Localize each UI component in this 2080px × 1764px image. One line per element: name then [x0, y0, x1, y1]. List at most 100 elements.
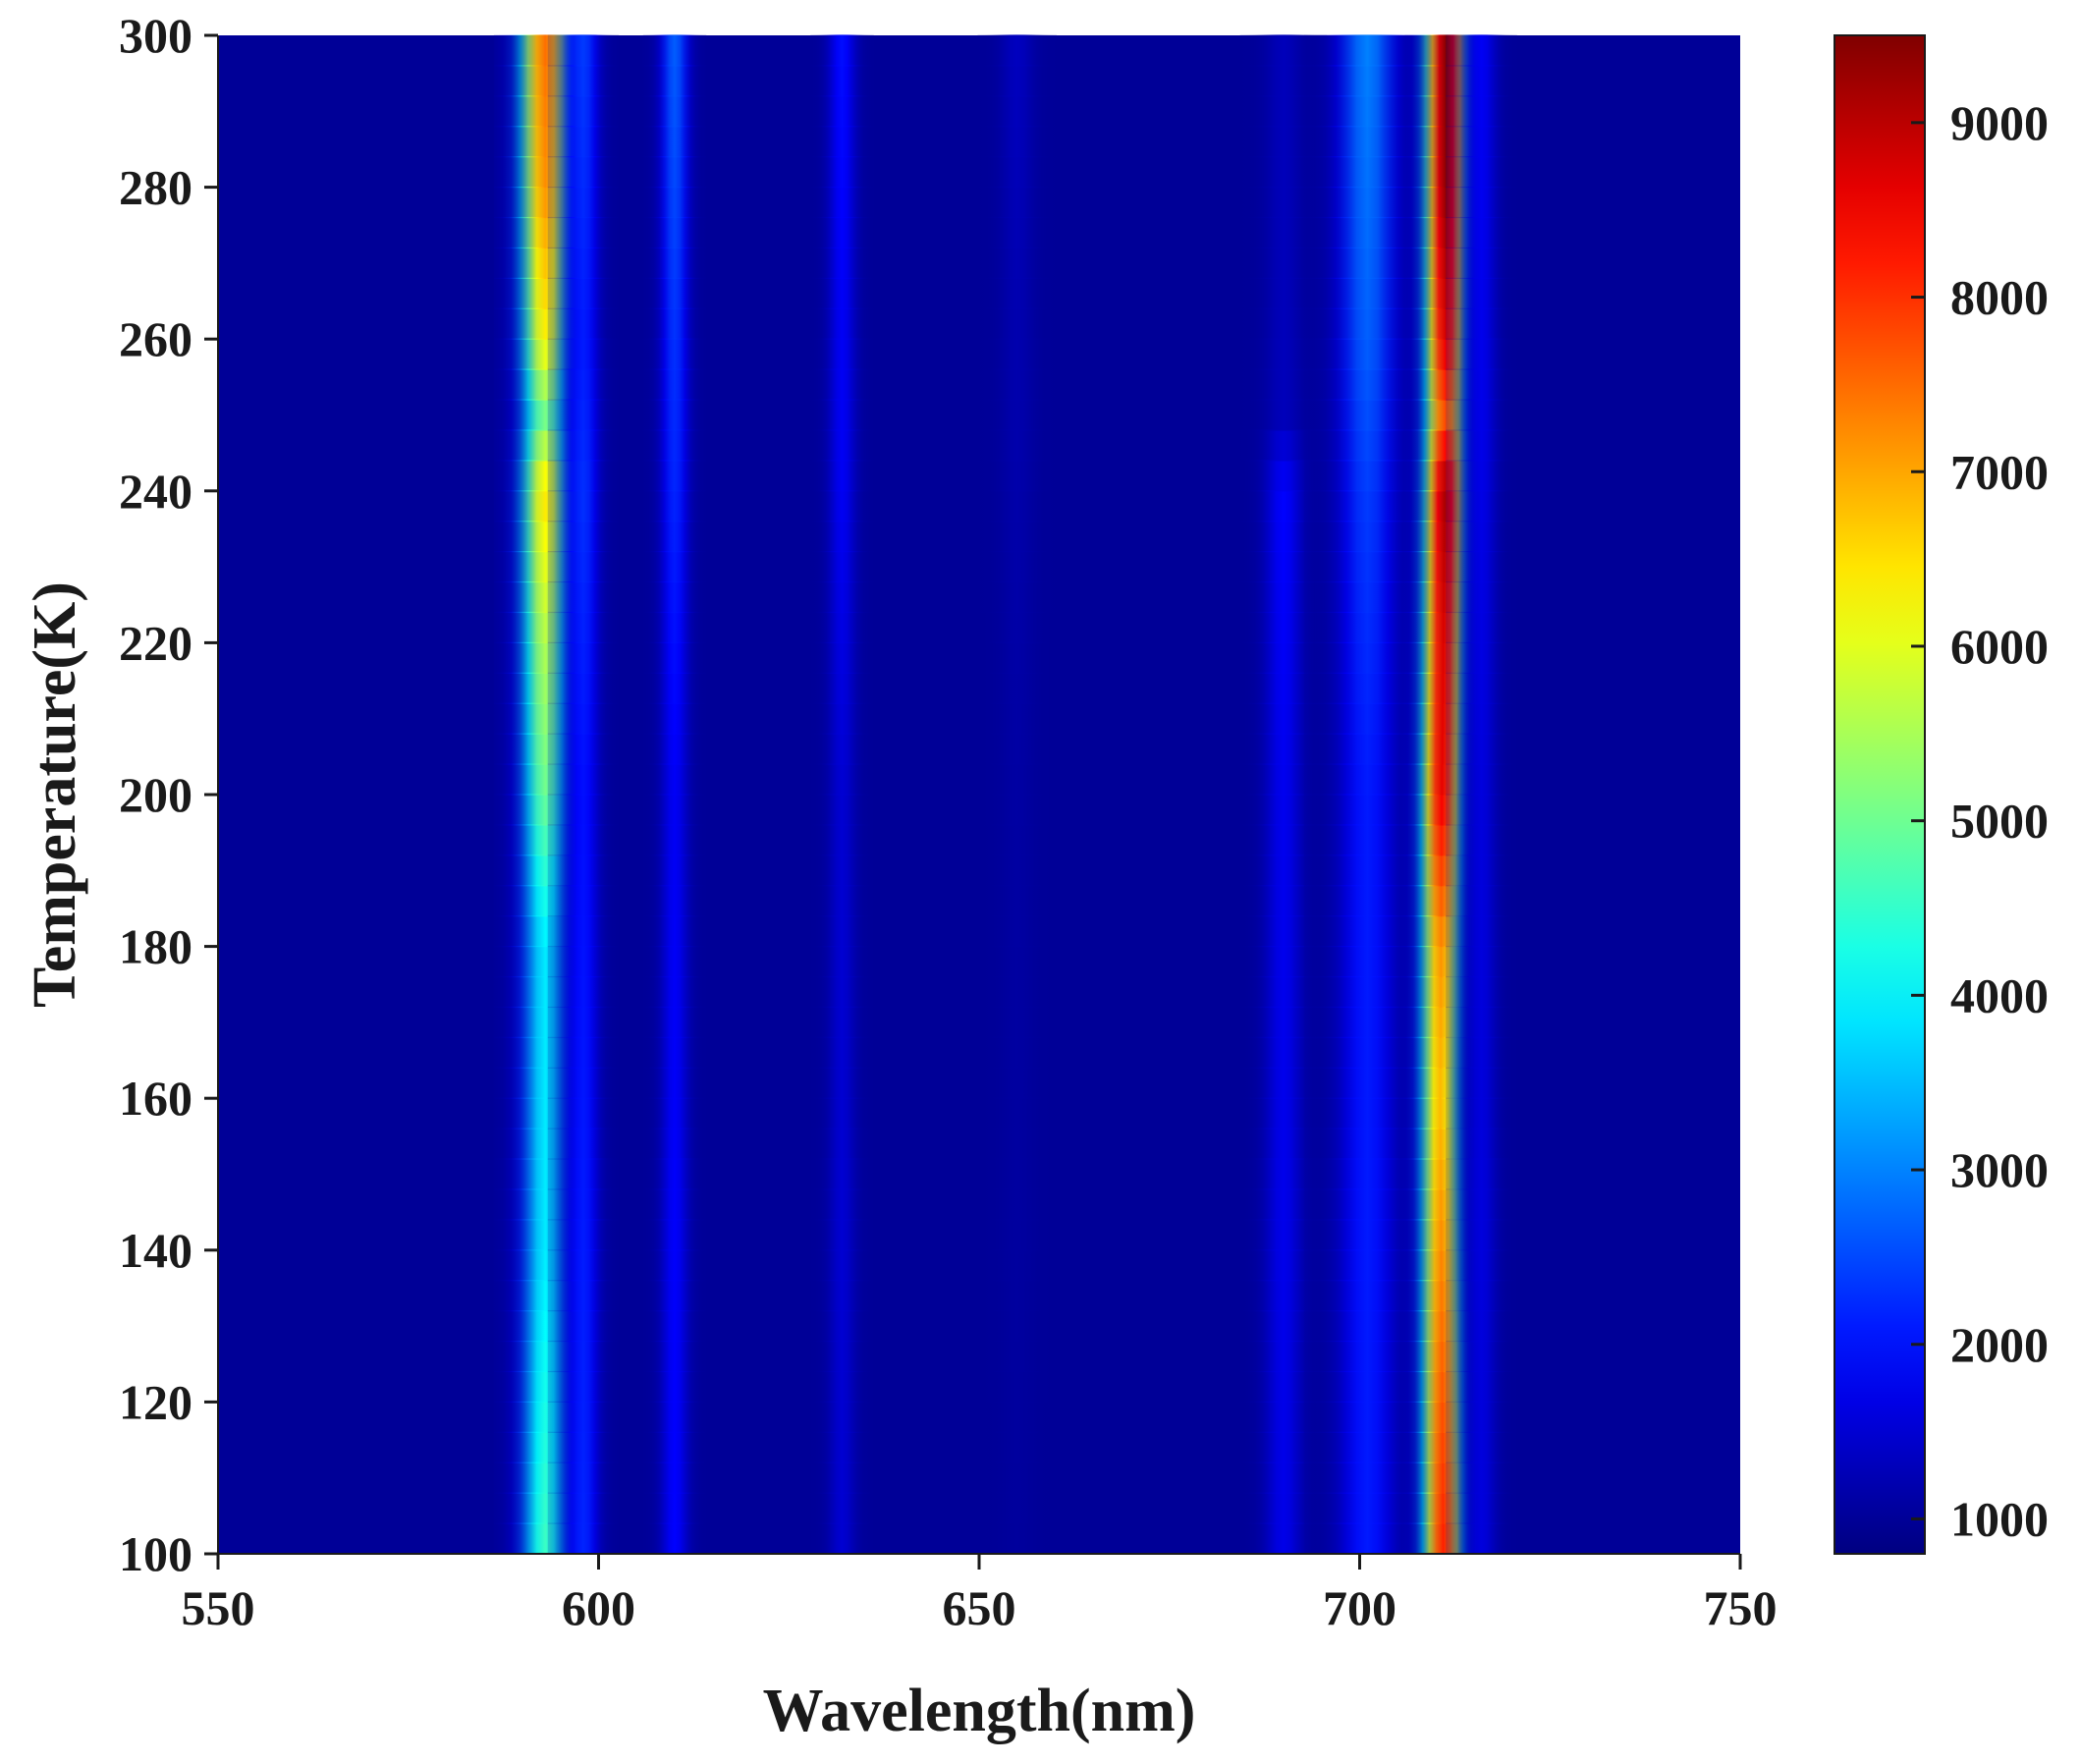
heatmap-cell: [642, 399, 707, 431]
heatmap-cell: [642, 1158, 707, 1190]
heatmap-cell: [642, 580, 707, 614]
heatmap-cell: [642, 1249, 707, 1282]
heatmap-cell: [547, 307, 620, 340]
heatmap-cell: [977, 247, 1058, 279]
y-tick-label: 140: [119, 1223, 192, 1278]
heatmap-cell: [642, 156, 707, 189]
heatmap-cell: [642, 763, 707, 796]
heatmap-cell: [547, 1036, 620, 1069]
heatmap-cell: [1446, 429, 1517, 462]
heatmap-cell: [642, 1522, 707, 1555]
heatmap-cell: [1446, 1219, 1517, 1251]
heatmap-cell: [642, 1492, 707, 1524]
heatmap-cell: [1446, 1370, 1517, 1403]
heatmap-cell: [642, 1310, 707, 1343]
heatmap-cell: [1446, 1097, 1517, 1130]
heatmap-cell: [1446, 95, 1517, 128]
heatmap-cell: [977, 1280, 1058, 1312]
y-tick-label: 120: [119, 1374, 192, 1429]
heatmap-cell: [547, 1158, 620, 1190]
heatmap-cell: [642, 1128, 707, 1160]
heatmap-cell: [642, 672, 707, 704]
heatmap-cell: [1446, 460, 1517, 492]
heatmap-cell: [810, 824, 874, 856]
heatmap-cell: [642, 307, 707, 340]
heatmap-cell: [977, 1310, 1058, 1343]
y-tick-label: 200: [119, 767, 192, 822]
heatmap-cell: [547, 1310, 620, 1343]
heatmap-cell: [642, 277, 707, 309]
heatmap-cell: [810, 1006, 874, 1038]
heatmap-cell: [810, 34, 874, 67]
x-axis: 550 600 650 700 750: [182, 1553, 1778, 1635]
heatmap-cell: [642, 338, 707, 370]
heatmap-cell: [642, 702, 707, 735]
heatmap-cell: [1446, 1431, 1517, 1463]
colorbar-tick-label: 1000: [1950, 1491, 2049, 1546]
heatmap-cell: [977, 1249, 1058, 1282]
heatmap-cell: [810, 1036, 874, 1069]
y-axis-title: Temperature(K): [22, 581, 88, 1008]
heatmap-cell: [977, 1401, 1058, 1433]
heatmap-cell: [810, 1431, 874, 1463]
heatmap-cell: [977, 1158, 1058, 1190]
band-655nm: [977, 34, 1058, 1555]
heatmap-cell: [810, 521, 874, 553]
heatmap-cell: [547, 1340, 620, 1373]
heatmap-cell: [1446, 1188, 1517, 1221]
heatmap-cell: [977, 368, 1058, 401]
heatmap-cell: [977, 338, 1058, 370]
heatmap-cell: [547, 187, 620, 219]
heatmap-cell: [1446, 763, 1517, 796]
heatmap-cell: [1446, 277, 1517, 309]
heatmap-cell: [1446, 1128, 1517, 1160]
heatmap-cell: [977, 733, 1058, 765]
heatmap-cell: [547, 1280, 620, 1312]
heatmap-cell: [810, 1492, 874, 1524]
heatmap-cell: [642, 1370, 707, 1403]
heatmap-cell: [977, 95, 1058, 128]
colorbar-tick-label: 8000: [1950, 270, 2049, 325]
heatmap-cell: [810, 1401, 874, 1433]
heatmap-cell: [547, 1006, 620, 1038]
heatmap-cell: [1446, 641, 1517, 674]
heatmap-cell: [642, 1006, 707, 1038]
heatmap-cell: [547, 672, 620, 704]
heatmap-cell: [977, 702, 1058, 735]
heatmap-cell: [547, 824, 620, 856]
heatmap-cell: [547, 1249, 620, 1282]
heatmap-cell: [547, 126, 620, 158]
heatmap-cell: [810, 641, 874, 674]
heatmap-cell: [1446, 490, 1517, 523]
heatmap-cell: [642, 1401, 707, 1433]
heatmap-cell: [547, 1401, 620, 1433]
heatmap-cell: [810, 915, 874, 948]
heatmap-cell: [642, 885, 707, 917]
heatmap-cell: [642, 824, 707, 856]
heatmap-cell: [810, 1097, 874, 1130]
heatmap-cell: [810, 247, 874, 279]
heatmap-cell: [547, 1188, 620, 1221]
band-610nm: [642, 34, 707, 1555]
heatmap-cell: [810, 429, 874, 462]
heatmap-cell: [977, 763, 1058, 796]
heatmap-cell: [642, 641, 707, 674]
colorbar-ticks: 1000 2000 3000 4000 5000 6000 7000 8000 9000: [1911, 95, 2049, 1546]
heatmap-cell: [810, 885, 874, 917]
heatmap-cell: [1446, 1492, 1517, 1524]
colorbar-tick-label: 4000: [1950, 967, 2049, 1022]
heatmap-cell: [977, 187, 1058, 219]
heatmap-cell: [810, 338, 874, 370]
heatmap-cell: [1446, 885, 1517, 917]
heatmap-cell: [1446, 368, 1517, 401]
heatmap-cell: [977, 1340, 1058, 1373]
colorbar-tick-label: 9000: [1950, 95, 2049, 150]
heatmap-cell: [977, 1522, 1058, 1555]
band-632nm: [810, 34, 874, 1555]
heatmap-cell: [642, 1188, 707, 1221]
heatmap-cell: [977, 1492, 1058, 1524]
heatmap-cell: [810, 460, 874, 492]
heatmap-cell: [977, 975, 1058, 1009]
heatmap-cell: [547, 490, 620, 523]
heatmap-cell: [642, 65, 707, 97]
